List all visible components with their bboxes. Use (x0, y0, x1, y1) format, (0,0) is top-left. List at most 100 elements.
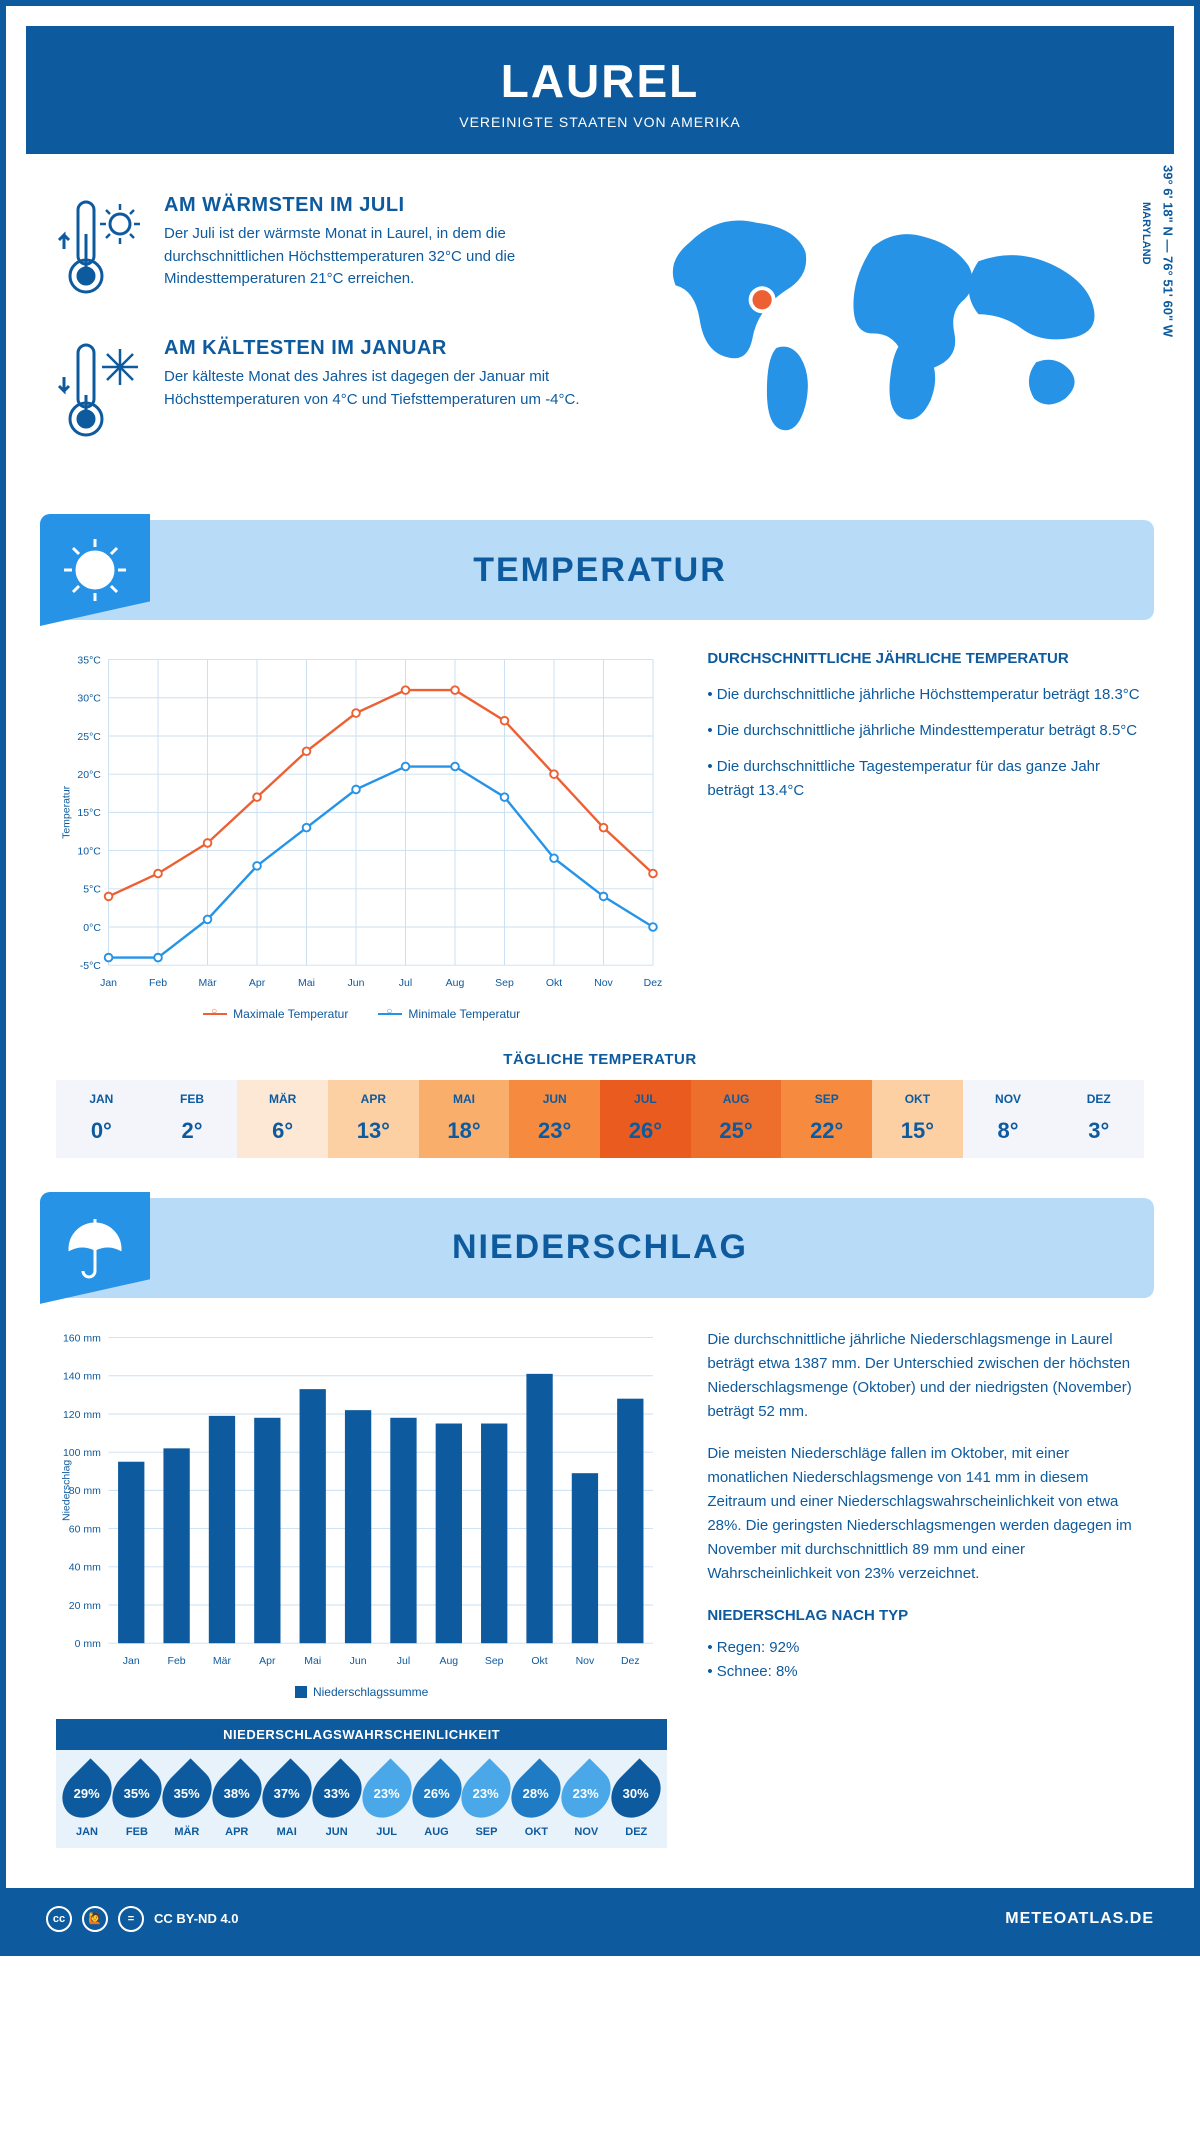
svg-text:Sep: Sep (485, 1655, 504, 1667)
daily-cell: SEP22° (781, 1080, 872, 1158)
svg-text:120 mm: 120 mm (63, 1409, 101, 1421)
header-bar: LAUREL VEREINIGTE STAATEN VON AMERIKA (26, 26, 1174, 154)
probability-cell: 33%JUN (312, 1766, 362, 1838)
svg-text:Nov: Nov (576, 1655, 595, 1667)
probability-cell: 30%DEZ (611, 1766, 661, 1838)
umbrella-icon (40, 1192, 150, 1304)
svg-text:20°C: 20°C (77, 769, 101, 781)
svg-text:100 mm: 100 mm (63, 1447, 101, 1459)
probability-cell: 29%JAN (62, 1766, 112, 1838)
probability-cell: 35%MÄR (162, 1766, 212, 1838)
probability-cell: 28%OKT (511, 1766, 561, 1838)
svg-text:60 mm: 60 mm (69, 1523, 101, 1535)
svg-text:Mär: Mär (198, 977, 217, 989)
precip-para: Die durchschnittliche jährliche Niedersc… (707, 1328, 1144, 1424)
precip-type-title: NIEDERSCHLAG NACH TYP (707, 1604, 1144, 1628)
wind-icon (0, 66, 16, 136)
svg-text:Nov: Nov (594, 977, 613, 989)
avg-title: DURCHSCHNITTLICHE JÄHRLICHE TEMPERATUR (707, 650, 1144, 667)
daily-cell: APR13° (328, 1080, 419, 1158)
svg-text:Sep: Sep (495, 977, 514, 989)
temperature-title: TEMPERATUR (473, 551, 727, 590)
daily-cell: OKT15° (872, 1080, 963, 1158)
precip-type-snow: • Schnee: 8% (707, 1660, 1144, 1684)
daily-cell: JUL26° (600, 1080, 691, 1158)
footer-bar: cc 🙋 = CC BY-ND 4.0 METEOATLAS.DE (6, 1888, 1194, 1950)
country-subtitle: VEREINIGTE STAATEN VON AMERIKA (46, 114, 1154, 130)
probability-row: 29%JAN35%FEB35%MÄR38%APR37%MAI33%JUN23%J… (56, 1750, 667, 1848)
avg-bullet: Die durchschnittliche jährliche Mindestt… (707, 719, 1144, 743)
probability-cell: 23%NOV (561, 1766, 611, 1838)
daily-cell: JAN0° (56, 1080, 147, 1158)
coordinates-label: 39° 6' 18" N — 76° 51' 60" W (1161, 165, 1176, 337)
world-map-icon (640, 194, 1144, 444)
svg-text:Apr: Apr (259, 1655, 276, 1667)
precipitation-text: Die durchschnittliche jährliche Niedersc… (707, 1328, 1144, 1848)
svg-text:40 mm: 40 mm (69, 1561, 101, 1573)
precip-legend: Niederschlagssumme (56, 1685, 667, 1699)
coldest-text: Der kälteste Monat des Jahres ist dagege… (164, 366, 610, 411)
precipitation-bar-chart: 0 mm20 mm40 mm60 mm80 mm100 mm120 mm140 … (56, 1328, 667, 1672)
thermometer-sun-icon (56, 194, 146, 309)
svg-text:Jul: Jul (399, 977, 412, 989)
svg-text:10°C: 10°C (77, 845, 101, 857)
daily-cell: AUG25° (691, 1080, 782, 1158)
svg-text:15°C: 15°C (77, 807, 101, 819)
city-title: LAUREL (46, 54, 1154, 108)
facts-column: AM WÄRMSTEN IM JULI Der Juli ist der wär… (56, 194, 610, 480)
probability-cell: 23%JUL (362, 1766, 412, 1838)
legend-min: Minimale Temperatur (408, 1007, 520, 1021)
svg-text:Temperatur: Temperatur (60, 785, 72, 839)
temperature-section-header: TEMPERATUR (46, 520, 1154, 620)
svg-text:160 mm: 160 mm (63, 1332, 101, 1344)
svg-text:Mai: Mai (304, 1655, 321, 1667)
temperature-averages: DURCHSCHNITTLICHE JÄHRLICHE TEMPERATUR D… (707, 650, 1144, 1021)
daily-cell: FEB2° (147, 1080, 238, 1158)
infographic-frame: LAUREL VEREINIGTE STAATEN VON AMERIKA (0, 0, 1200, 1956)
temp-legend: Maximale Temperatur Minimale Temperatur (56, 1007, 667, 1021)
precip-legend-label: Niederschlagssumme (313, 1685, 428, 1699)
intro-row: AM WÄRMSTEN IM JULI Der Juli ist der wär… (6, 154, 1194, 510)
svg-text:-5°C: -5°C (80, 960, 102, 972)
site-name: METEOATLAS.DE (1005, 1910, 1154, 1928)
svg-text:0 mm: 0 mm (75, 1638, 102, 1650)
probability-cell: 26%AUG (412, 1766, 462, 1838)
cc-icon: cc (46, 1906, 72, 1932)
svg-text:Feb: Feb (168, 1655, 186, 1667)
sun-icon (40, 514, 150, 626)
avg-bullet: Die durchschnittliche jährliche Höchstte… (707, 683, 1144, 707)
legend-max: Maximale Temperatur (233, 1007, 348, 1021)
svg-text:140 mm: 140 mm (63, 1370, 101, 1382)
svg-text:Jun: Jun (348, 977, 365, 989)
svg-text:Aug: Aug (446, 977, 465, 989)
svg-text:Mai: Mai (298, 977, 315, 989)
svg-text:Jul: Jul (397, 1655, 410, 1667)
precipitation-body: 0 mm20 mm40 mm60 mm80 mm100 mm120 mm140 … (6, 1298, 1194, 1858)
svg-text:Okt: Okt (546, 977, 562, 989)
daily-temp-grid: JAN0°FEB2°MÄR6°APR13°MAI18°JUN23°JUL26°A… (56, 1080, 1144, 1158)
svg-text:Aug: Aug (439, 1655, 458, 1667)
temperature-line-chart: -5°C0°C5°C10°C15°C20°C25°C30°C35°CJanFeb… (56, 650, 667, 1021)
precip-para: Die meisten Niederschläge fallen im Okto… (707, 1442, 1144, 1586)
daily-cell: NOV8° (963, 1080, 1054, 1158)
svg-text:35°C: 35°C (77, 654, 101, 666)
probability-cell: 23%SEP (462, 1766, 512, 1838)
by-icon: 🙋 (82, 1906, 108, 1932)
probability-title: NIEDERSCHLAGSWAHRSCHEINLICHKEIT (56, 1719, 667, 1750)
svg-text:Dez: Dez (621, 1655, 640, 1667)
svg-text:0°C: 0°C (83, 922, 101, 934)
warmest-fact: AM WÄRMSTEN IM JULI Der Juli ist der wär… (56, 194, 610, 309)
precipitation-left: 0 mm20 mm40 mm60 mm80 mm100 mm120 mm140 … (56, 1328, 667, 1848)
license-block: cc 🙋 = CC BY-ND 4.0 (46, 1906, 239, 1932)
region-label: MARYLAND (1140, 202, 1152, 265)
coldest-fact: AM KÄLTESTEN IM JANUAR Der kälteste Mona… (56, 337, 610, 452)
svg-text:Niederschlag: Niederschlag (60, 1459, 72, 1520)
svg-text:Apr: Apr (249, 977, 266, 989)
precip-type-rain: • Regen: 92% (707, 1636, 1144, 1660)
license-text: CC BY-ND 4.0 (154, 1911, 239, 1926)
precipitation-title: NIEDERSCHLAG (452, 1228, 748, 1267)
warmest-text: Der Juli ist der wärmste Monat in Laurel… (164, 223, 610, 291)
svg-text:5°C: 5°C (83, 884, 101, 896)
svg-text:20 mm: 20 mm (69, 1600, 101, 1612)
avg-bullet: Die durchschnittliche Tagestemperatur fü… (707, 755, 1144, 803)
